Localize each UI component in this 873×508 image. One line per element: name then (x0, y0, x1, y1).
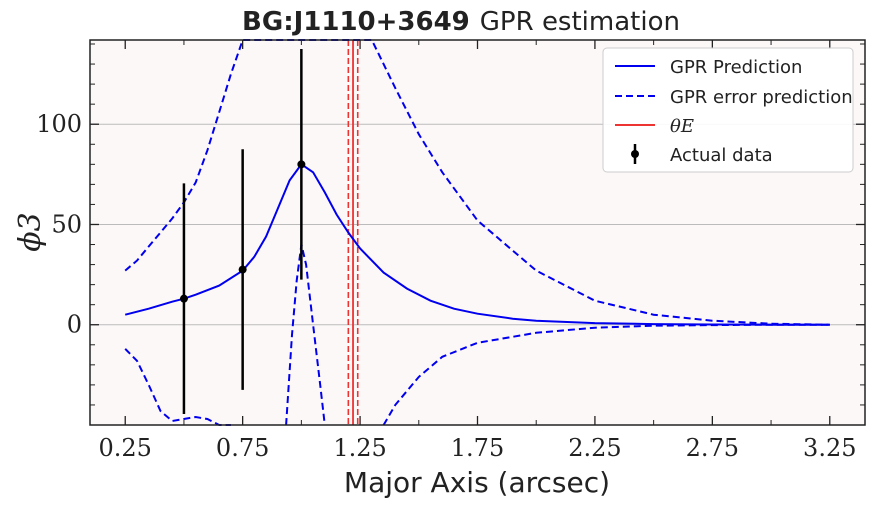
legend-label-error: GPR error prediction (670, 87, 853, 108)
x-tick-label-5: 2.75 (686, 434, 739, 462)
legend-label-data: Actual data (670, 145, 773, 166)
chart-title-bold: BG:J1110+3649 (242, 7, 470, 37)
error-upper-curve (124, 39, 830, 326)
error-lower-curve-c (382, 323, 830, 426)
data-point-0 (179, 294, 188, 303)
x-tick-label-0: 0.25 (99, 434, 152, 462)
x-axis-label: Major Axis (arcsec) (344, 466, 610, 499)
x-tick-label-3: 1.75 (451, 434, 504, 462)
tick-layer: 0.25 0.75 1.25 1.75 2.25 2.75 3.25 0 50 100 (36, 40, 865, 462)
data-point-2 (297, 160, 306, 169)
x-tick-label-6: 3.25 (803, 434, 856, 462)
error-lower-curve-a (124, 348, 231, 426)
error-lower-curve-b (285, 244, 326, 426)
x-tick-label-4: 2.25 (568, 434, 621, 462)
y-axis-label: ϕ3 (13, 212, 48, 252)
y-tick-label-2: 100 (36, 110, 82, 138)
prediction-curve (124, 162, 830, 326)
y-tick-label-1: 50 (51, 210, 82, 238)
legend-label-theta: θE (670, 116, 694, 137)
x-tick-label-2: 1.25 (333, 434, 386, 462)
data-layer (124, 39, 830, 426)
chart-title-rest: GPR estimation (480, 7, 680, 37)
legend: GPR Prediction GPR error prediction θE A… (602, 47, 854, 173)
legend-label-prediction: GPR Prediction (670, 57, 802, 78)
data-point-1 (238, 265, 247, 274)
legend-box (602, 47, 854, 173)
chart-title: BG:J1110+3649 GPR estimation (242, 7, 680, 37)
x-tick-label-1: 0.75 (216, 434, 269, 462)
y-tick-label-0: 0 (67, 311, 82, 339)
legend-swatch-data-marker (631, 150, 639, 158)
